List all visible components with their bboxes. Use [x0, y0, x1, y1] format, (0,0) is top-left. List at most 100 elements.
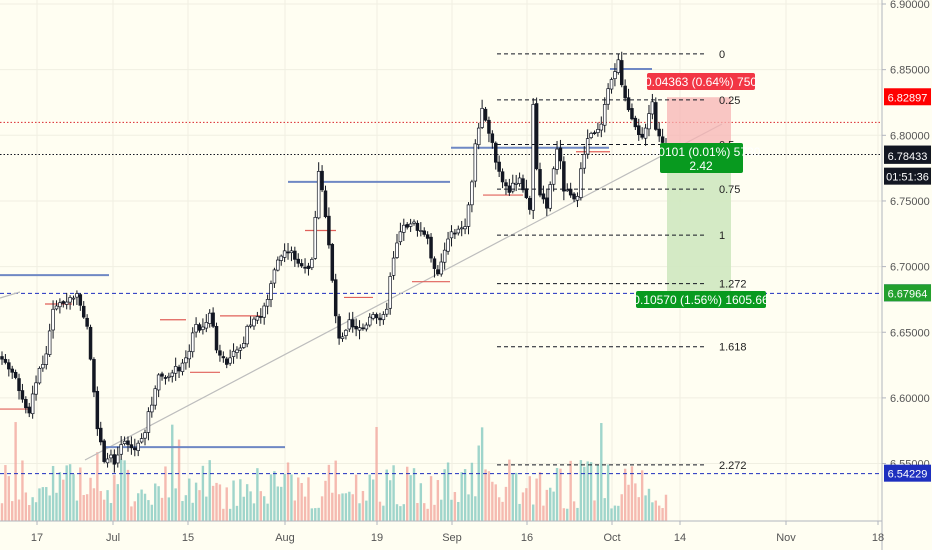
volume-bar	[164, 466, 167, 521]
candle-body	[415, 222, 420, 231]
candle-body	[374, 314, 379, 319]
candle-body	[61, 301, 66, 304]
entry-label-box	[660, 143, 743, 173]
candle-body	[224, 358, 229, 365]
volume-bar	[429, 476, 433, 521]
time-tick-label: Aug	[275, 532, 295, 544]
candle-body	[364, 324, 369, 330]
candle-body	[105, 458, 110, 464]
price-label-box	[884, 464, 931, 482]
candle-body	[504, 182, 508, 187]
volume-bar	[654, 500, 657, 521]
volume-bar	[463, 469, 467, 521]
candle-body	[592, 132, 597, 135]
volume-bar	[113, 475, 116, 521]
volume-bar	[382, 505, 385, 521]
candle-body	[293, 250, 297, 260]
candle-body	[139, 438, 144, 443]
price-label: 6.54229	[888, 469, 928, 481]
time-axis[interactable]	[0, 521, 932, 550]
volume-bar	[147, 500, 150, 521]
candle-body	[623, 85, 627, 99]
volume-bar	[440, 499, 443, 521]
candle-body	[296, 258, 300, 264]
volume-bar	[331, 492, 334, 521]
candle-body	[75, 293, 79, 298]
candle-body	[177, 366, 181, 372]
volume-bar	[21, 460, 24, 521]
candle-body	[344, 329, 348, 337]
candle-body	[20, 390, 25, 400]
volume-bar	[518, 503, 521, 521]
position-reward-zone	[667, 154, 731, 294]
candle-body	[633, 117, 638, 128]
fib-level-label: 0.25	[719, 95, 740, 107]
candle-body	[419, 230, 423, 232]
price-label-box	[884, 167, 931, 185]
candle-body	[585, 138, 590, 155]
volume-bar	[72, 474, 75, 521]
candle-body	[299, 263, 304, 267]
time-tick-label: Sep	[442, 532, 462, 544]
candle-body	[10, 368, 14, 373]
volume-bar	[443, 469, 446, 521]
volume-bar	[89, 477, 92, 521]
volume-bar	[388, 480, 392, 521]
volume-bar	[324, 480, 327, 521]
volume-bar	[426, 508, 429, 521]
price-label: 6.78433	[888, 151, 928, 163]
volume-bar	[385, 469, 388, 521]
candle-body	[582, 153, 587, 169]
price-label-box	[884, 284, 931, 302]
candle-body	[517, 177, 522, 184]
volume-bar	[75, 500, 79, 521]
candle-body	[88, 326, 93, 360]
candle-body	[102, 440, 106, 462]
candle-body	[531, 104, 535, 211]
volume-bar	[65, 465, 68, 521]
volume-bar	[351, 494, 354, 521]
volume-bar	[85, 494, 89, 521]
time-tick-label: Nov	[776, 532, 796, 544]
candle-body	[221, 356, 226, 359]
candle-body	[30, 393, 35, 415]
candle-body	[541, 193, 546, 200]
volume-bar	[640, 470, 644, 521]
candle-body	[572, 193, 576, 200]
volume-bar	[14, 422, 17, 521]
candle-body	[551, 168, 556, 185]
volume-bar	[82, 495, 85, 521]
volume-bar	[644, 495, 647, 521]
candle-body	[391, 257, 396, 276]
candle-body	[333, 279, 338, 317]
price-tick-label: 6.65000	[890, 327, 930, 339]
candle-body	[476, 127, 481, 146]
entry-label: 0.00101 (0.01%) 5730	[642, 145, 761, 159]
volume-bar	[239, 479, 242, 521]
candle-body	[640, 133, 644, 138]
volume-bar	[371, 479, 375, 521]
volume-bar	[41, 487, 45, 521]
candle-body	[197, 324, 202, 331]
volume-bar	[664, 494, 668, 521]
volume-bar	[150, 504, 154, 521]
candle-body	[350, 319, 355, 328]
volume-bar	[508, 459, 511, 521]
volume-bar	[576, 507, 579, 521]
candle-body	[337, 316, 341, 339]
candle-body	[528, 197, 532, 210]
volume-bar	[344, 493, 348, 521]
volume-bar	[51, 465, 55, 521]
volume-bar	[205, 496, 208, 521]
volume-bar	[419, 483, 423, 521]
volume-bar	[188, 478, 191, 521]
volume-bar	[399, 506, 402, 521]
volume-bar	[450, 499, 453, 521]
volume-bar	[256, 468, 259, 521]
volume-bar	[446, 462, 450, 521]
candle-body	[361, 327, 365, 330]
volume-bar	[501, 501, 504, 521]
volume-bar	[252, 503, 256, 521]
